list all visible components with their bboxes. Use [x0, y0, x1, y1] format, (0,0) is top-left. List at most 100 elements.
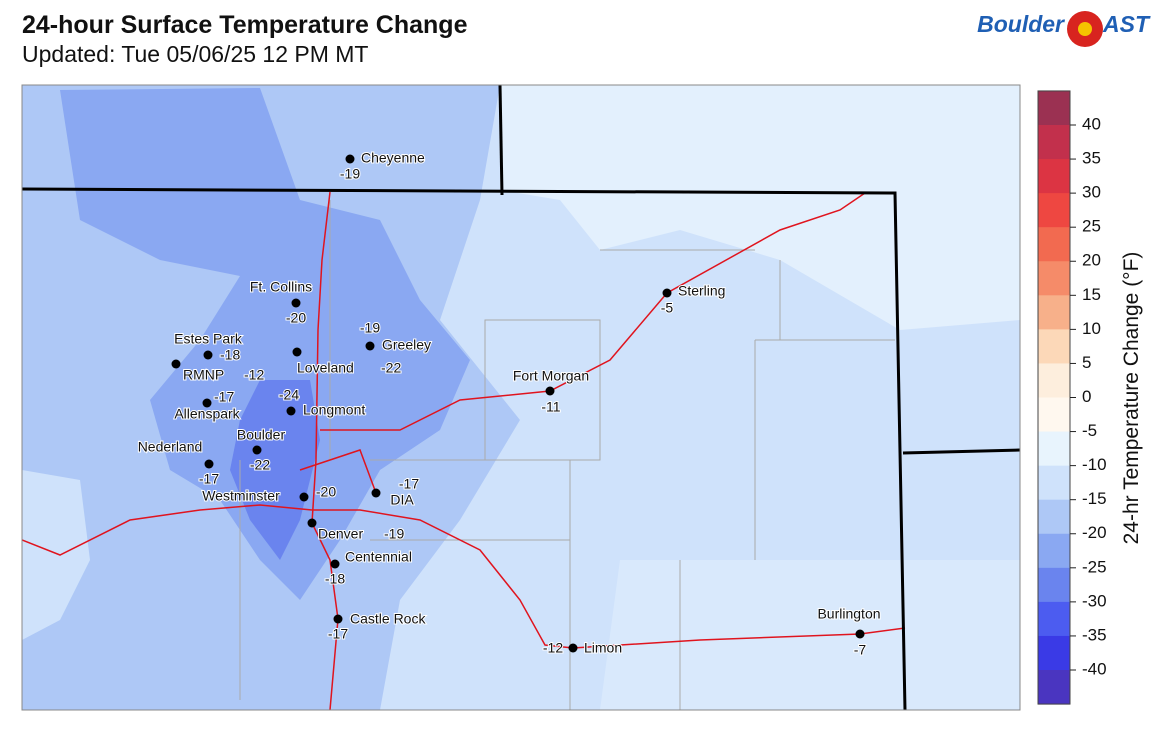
- station-dot: [545, 386, 555, 396]
- station-name: RMNP: [183, 367, 224, 383]
- station-dot: [292, 347, 302, 357]
- station-name: Nederland: [138, 439, 203, 455]
- station-dot: [252, 445, 262, 455]
- station-dot: [202, 398, 212, 408]
- colorbar-tick-label: -35: [1082, 625, 1107, 644]
- colorbar: 40 35 30 25 20 15 10 5 0 -5 -10 -15 -20 -25 -30 -35 -40: [1037, 90, 1107, 705]
- colorbar-swatch: [1038, 295, 1070, 330]
- station-value: -19: [360, 320, 380, 336]
- station-dot: [204, 459, 214, 469]
- colorbar-swatch: [1038, 431, 1070, 467]
- station-value: -12: [244, 367, 264, 383]
- colorbar-tick-label: -30: [1082, 591, 1107, 610]
- station-name: Burlington: [817, 606, 880, 622]
- county-lines: [239, 200, 895, 710]
- subtitle: Updated: Tue 05/06/25 12 PM MT: [22, 41, 368, 67]
- logo: Boulder AST: [977, 11, 1151, 47]
- warm-region: [600, 560, 1020, 710]
- station-value: -5: [661, 300, 674, 316]
- station-name: Limon: [584, 640, 622, 656]
- map: [21, 84, 1021, 711]
- station-value: -22: [381, 360, 401, 376]
- colorbar-label: 24-hr Temperature Change (°F): [1120, 252, 1143, 545]
- station-dot: [330, 559, 340, 569]
- station-value: -20: [286, 310, 306, 326]
- station-name: Ft. Collins: [250, 279, 312, 295]
- station-dot: [855, 629, 865, 639]
- station-name: Allenspark: [174, 406, 240, 422]
- station-dot: [365, 341, 375, 351]
- colorbar-swatch: [1038, 499, 1070, 535]
- station-value: -17: [199, 471, 219, 487]
- station-dot: [333, 614, 343, 624]
- colorbar-tick-label: 40: [1082, 114, 1101, 133]
- roads: [22, 191, 906, 710]
- station-dot: [662, 288, 672, 298]
- colorbar-tick-label: 25: [1082, 217, 1101, 236]
- logo-text: Boulder: [977, 11, 1065, 37]
- colorbar-tick-label: -5: [1082, 421, 1097, 440]
- station-value: -18: [325, 571, 345, 587]
- map-frame: [21, 84, 1021, 711]
- station-value: -17: [328, 626, 348, 642]
- colorbar-swatch: [1038, 670, 1070, 705]
- station-value: -17: [399, 476, 419, 492]
- station-value: -7: [854, 642, 867, 658]
- station-dot: [203, 350, 213, 360]
- colorbar-swatch: [1038, 329, 1070, 364]
- colorbar-swatch: [1038, 567, 1070, 603]
- station-name: DIA: [390, 492, 414, 508]
- station-value: -11: [541, 399, 560, 415]
- colorbar-swatch: [1038, 533, 1070, 569]
- station-value: -18: [220, 347, 240, 363]
- colorbar-swatch: [1038, 635, 1070, 671]
- station-name: Boulder: [237, 427, 286, 443]
- station-value: -22: [250, 457, 270, 473]
- station-value: -19: [340, 166, 360, 182]
- colorbar-tick-label: 5: [1082, 353, 1091, 372]
- colorbar-swatch: [1038, 397, 1070, 433]
- logo-text: AST: [1102, 11, 1151, 37]
- station-name: Westminster: [202, 488, 280, 504]
- colorbar-tick-label: 35: [1082, 149, 1101, 168]
- warm-region: [500, 85, 1020, 330]
- station-value: -17: [214, 389, 234, 405]
- colorbar-swatch: [1038, 125, 1070, 160]
- colder-region: [230, 380, 320, 560]
- colorbar-swatch: [1038, 90, 1070, 126]
- colorbar-tick-label: -25: [1082, 557, 1107, 576]
- colorbar-swatch: [1038, 227, 1070, 262]
- station-dot: [345, 154, 355, 164]
- station-name: Greeley: [382, 337, 431, 353]
- station-name: Loveland: [297, 360, 354, 376]
- colorbar-tick-label: 15: [1082, 285, 1101, 304]
- station-name: Estes Park: [174, 331, 243, 347]
- colorbar-swatch: [1038, 465, 1070, 501]
- mountain-region: [22, 470, 90, 640]
- colorbar-tick-label: -10: [1082, 455, 1107, 474]
- colorbar-tick-label: 10: [1082, 319, 1101, 338]
- station-name: Centennial: [345, 549, 412, 565]
- station-name: Denver: [318, 526, 363, 542]
- station-dot: [371, 488, 381, 498]
- station-name: Sterling: [678, 283, 725, 299]
- station-dot: [568, 643, 578, 653]
- colorbar-tick-label: 30: [1082, 183, 1101, 202]
- station-dot: [299, 492, 309, 502]
- colorbar-tick-label: 0: [1082, 387, 1091, 406]
- station-dot: [307, 518, 317, 528]
- colorbar-tick-label: 20: [1082, 251, 1101, 270]
- colorbar-tick-label: -20: [1082, 523, 1107, 542]
- cold-region: [60, 88, 300, 280]
- colorbar-swatch: [1038, 159, 1070, 194]
- station-name: Cheyenne: [361, 150, 425, 166]
- colorbar-swatch: [1038, 261, 1070, 296]
- title: 24-hour Surface Temperature Change: [22, 11, 468, 39]
- state-borders: [22, 85, 1020, 710]
- station-name: Fort Morgan: [513, 368, 589, 384]
- station-value: -19: [384, 526, 404, 542]
- colorbar-tick-label: -15: [1082, 489, 1107, 508]
- colorbar-swatch: [1038, 601, 1070, 637]
- station-dot: [286, 406, 296, 416]
